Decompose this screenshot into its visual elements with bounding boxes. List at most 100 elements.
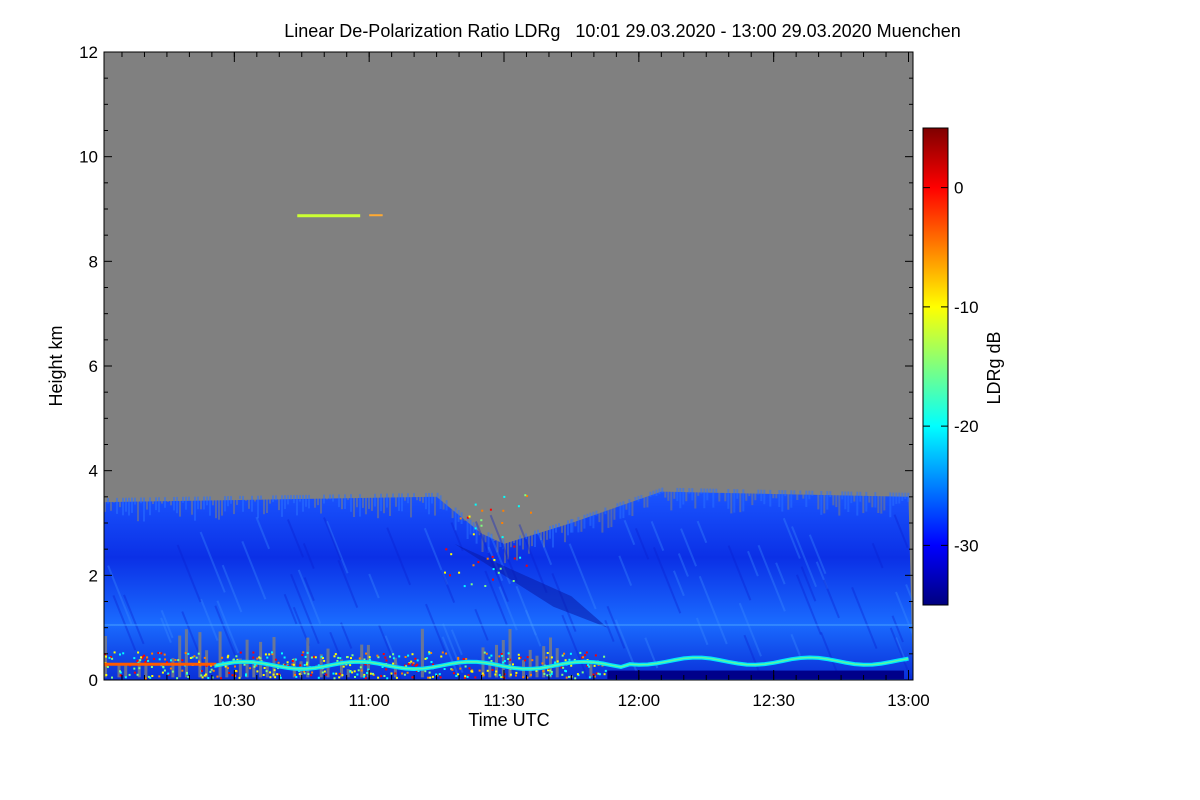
layer-streak (484, 570, 508, 626)
noisy-pixel (187, 652, 190, 655)
layer-edge-streak (122, 497, 124, 516)
layer-edge-streak (128, 497, 130, 516)
layer-streak (698, 575, 728, 645)
layer-edge-streak (254, 495, 256, 502)
layer-edge-streak (616, 503, 619, 507)
noisy-pixel (356, 673, 359, 676)
x-tick-label: 10:30 (213, 691, 256, 710)
noisy-pixel (220, 677, 223, 680)
layer-edge-streak (299, 495, 301, 502)
noisy-pixel (323, 670, 326, 673)
layer-edge-streak (580, 515, 583, 532)
layer-edge-streak (634, 497, 637, 501)
layer-edge-streak (862, 491, 865, 514)
low-gray-patch (259, 641, 263, 678)
layer-edge-streak (709, 488, 712, 492)
noisy-pixel (367, 668, 370, 671)
noisy-pixel (181, 659, 184, 662)
layer-edge-streak (856, 491, 859, 516)
layer-edge-streak (478, 527, 481, 536)
noisy-pixel (542, 670, 545, 673)
noisy-pixel (363, 658, 366, 661)
noisy-pixel (403, 673, 406, 676)
low-gray-patch (542, 646, 546, 678)
layer-streak (450, 629, 463, 656)
noisy-pixel (256, 670, 259, 673)
layer-edge-streak (739, 489, 742, 513)
layer-streak (160, 609, 174, 639)
noisy-pixel (162, 665, 165, 668)
layer-edge-streak (395, 493, 397, 507)
low-gray-patch (218, 631, 222, 678)
layer-streak (652, 547, 682, 614)
noisy-pixel (509, 658, 512, 661)
low-gray-patch (420, 628, 424, 678)
noisy-pixel (587, 664, 590, 667)
noisy-pixel (147, 675, 150, 678)
noisy-pixel (277, 661, 280, 664)
noisy-pixel (239, 651, 242, 654)
layer-streak (302, 543, 315, 569)
layer-streak (672, 570, 685, 597)
noisy-pixel (113, 651, 116, 654)
noisy-pixel (360, 669, 363, 672)
noisy-pixel (382, 653, 385, 655)
layer-edge-streak (904, 492, 907, 499)
noisy-pixel (507, 652, 510, 655)
y-axis-label: Height km (46, 325, 66, 406)
y-tick-label: 10 (79, 148, 98, 167)
layer-edge-streak (658, 488, 661, 495)
noisy-pixel (124, 676, 127, 679)
layer-edge-streak (481, 529, 484, 552)
gap-speckle (459, 517, 462, 520)
gap-speckle (480, 524, 483, 527)
noisy-pixel (187, 676, 190, 678)
noisy-pixel (500, 653, 503, 655)
layer-streak (738, 602, 762, 657)
noisy-pixel (517, 653, 520, 656)
layer-edge-streak (519, 535, 521, 546)
noisy-pixel (163, 669, 166, 672)
layer-edge-streak (745, 489, 748, 501)
layer-edge-streak (338, 494, 340, 508)
noisy-pixel (143, 654, 146, 657)
noisy-pixel (189, 657, 192, 659)
noisy-pixel (160, 652, 163, 655)
noisy-pixel (136, 673, 139, 676)
layer-edge-streak (281, 495, 283, 517)
noisy-pixel (464, 665, 467, 668)
layer-edge-streak (344, 494, 346, 509)
layer-edge-streak (353, 494, 355, 517)
layer-edge-streak (898, 492, 901, 504)
noisy-pixel (392, 662, 395, 665)
layer-edge-streak (284, 495, 286, 510)
noisy-pixel (390, 672, 393, 675)
noisy-pixel (271, 653, 274, 656)
noisy-pixel (593, 664, 596, 667)
noisy-pixel (333, 655, 336, 658)
layer-edge-streak (496, 536, 499, 553)
gap-speckle (466, 516, 469, 519)
layer-edge-streak (146, 497, 148, 510)
gap-speckle (492, 568, 495, 571)
noisy-pixel (234, 669, 237, 672)
gap-speckle (489, 508, 492, 511)
ground-orange-band (104, 662, 217, 666)
layer-edge-streak (841, 491, 844, 500)
layer-edge-streak (817, 490, 820, 510)
layer-edge-streak (652, 490, 655, 496)
noisy-pixel (368, 656, 371, 659)
noisy-pixel (136, 659, 139, 662)
layer-edge-streak (793, 490, 796, 494)
noisy-pixel (291, 663, 294, 666)
noisy-pixel (474, 676, 477, 679)
layer-edge-streak (694, 488, 697, 509)
layer-edge-streak (528, 532, 530, 554)
layer-edge-streak (143, 497, 145, 522)
noisy-pixel (174, 659, 177, 661)
noisy-pixel (569, 652, 572, 655)
ground-dark-band (607, 670, 905, 679)
layer-edge-streak (329, 494, 331, 500)
noisy-pixel (503, 673, 506, 676)
noisy-pixel (303, 664, 306, 667)
